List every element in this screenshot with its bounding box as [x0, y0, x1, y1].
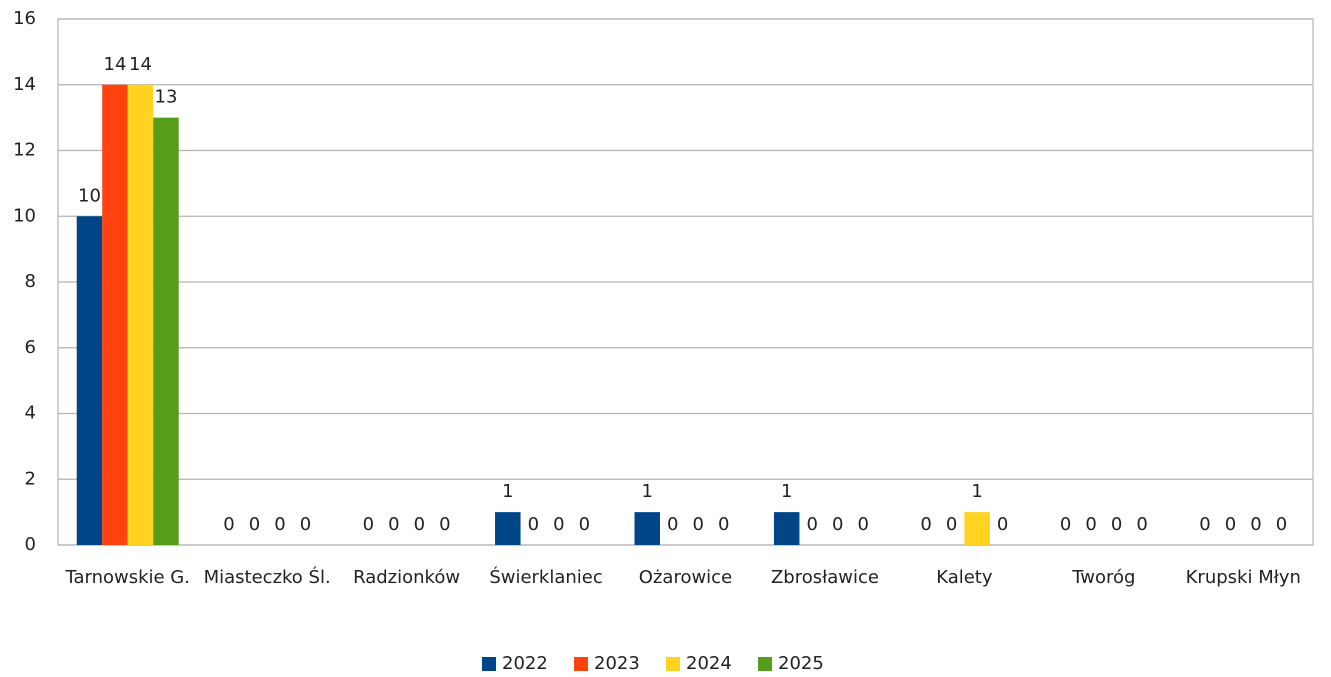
- x-tick-label: Kalety: [936, 567, 993, 588]
- x-tick-label: Tarnowskie G.: [65, 567, 190, 588]
- bar: [634, 512, 660, 545]
- value-label: 0: [1250, 514, 1261, 535]
- value-label: 0: [249, 514, 260, 535]
- value-label: 14: [104, 54, 127, 75]
- legend-label: 2024: [686, 653, 732, 674]
- value-label: 0: [1060, 514, 1071, 535]
- x-tick-label: Świerklaniec: [489, 567, 603, 588]
- value-label: 0: [274, 514, 285, 535]
- y-tick-label: 8: [25, 271, 36, 292]
- bar: [76, 216, 103, 545]
- legend-swatch: [666, 657, 680, 671]
- y-tick-label: 2: [25, 468, 36, 489]
- value-label: 1: [781, 481, 792, 502]
- value-label: 0: [946, 514, 957, 535]
- y-tick-label: 4: [25, 403, 36, 424]
- value-label: 0: [553, 514, 564, 535]
- bar: [153, 117, 179, 545]
- value-label: 0: [718, 514, 729, 535]
- legend-swatch: [758, 657, 772, 671]
- value-label: 0: [806, 514, 817, 535]
- value-label: 0: [223, 514, 234, 535]
- value-label: 1: [971, 481, 982, 502]
- bar: [102, 84, 128, 545]
- value-label: 0: [857, 514, 868, 535]
- value-label: 0: [300, 514, 311, 535]
- value-label: 1: [642, 481, 653, 502]
- x-tick-label: Miasteczko Śl.: [203, 567, 331, 588]
- value-label: 0: [832, 514, 843, 535]
- value-label: 0: [667, 514, 678, 535]
- value-label: 0: [388, 514, 399, 535]
- bar: [495, 512, 521, 545]
- legend-label: 2023: [594, 653, 640, 674]
- y-tick-label: 6: [25, 337, 36, 358]
- value-label: 0: [439, 514, 450, 535]
- value-label: 0: [1136, 514, 1147, 535]
- value-label: 0: [528, 514, 539, 535]
- y-tick-label: 10: [13, 205, 36, 226]
- value-label: 0: [579, 514, 590, 535]
- bar: [773, 512, 800, 545]
- value-label: 1: [502, 481, 513, 502]
- x-tick-label: Ożarowice: [638, 567, 733, 588]
- value-label: 0: [1199, 514, 1210, 535]
- value-label: 13: [155, 87, 178, 108]
- legend-label: 2022: [502, 653, 548, 674]
- value-label: 14: [129, 54, 152, 75]
- legend-swatch: [482, 657, 496, 671]
- value-label: 0: [920, 514, 931, 535]
- legend-swatch: [574, 657, 588, 671]
- value-label: 0: [693, 514, 704, 535]
- bar: [964, 512, 990, 545]
- x-tick-label: Radzionków: [353, 567, 461, 588]
- value-label: 0: [997, 514, 1008, 535]
- value-label: 0: [414, 514, 425, 535]
- value-label: 0: [363, 514, 374, 535]
- value-label: 0: [1276, 514, 1287, 535]
- legend-label: 2025: [778, 653, 824, 674]
- y-tick-label: 14: [13, 74, 36, 95]
- y-tick-label: 0: [25, 534, 36, 555]
- value-label: 10: [78, 185, 101, 206]
- value-label: 0: [1085, 514, 1096, 535]
- x-tick-label: Krupski Młyn: [1185, 567, 1301, 588]
- y-tick-label: 16: [13, 8, 36, 29]
- x-tick-label: Tworóg: [1072, 567, 1136, 588]
- y-tick-label: 12: [13, 140, 36, 161]
- value-label: 0: [1111, 514, 1122, 535]
- x-tick-label: Zbrosławice: [770, 567, 879, 588]
- plot-border: [57, 18, 1314, 546]
- bar: [127, 84, 154, 545]
- value-label: 0: [1225, 514, 1236, 535]
